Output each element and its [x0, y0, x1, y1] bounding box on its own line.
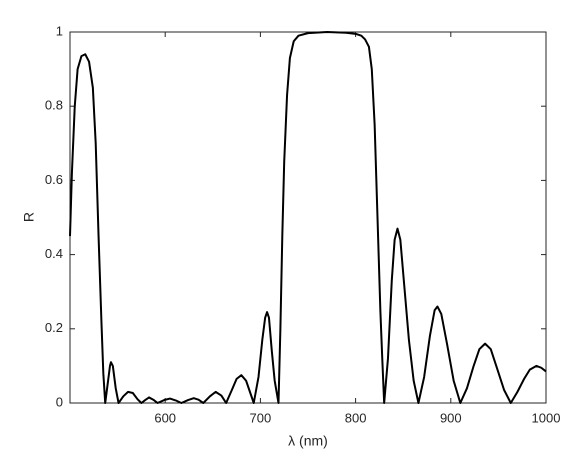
x-tick-label: 1000 — [532, 410, 561, 425]
y-tick-label: 0 — [56, 394, 63, 409]
x-axis-label: λ (nm) — [288, 433, 328, 449]
x-tick-label: 700 — [250, 410, 272, 425]
data-line — [69, 31, 547, 404]
x-tick-label: 600 — [154, 410, 176, 425]
y-tick-label: 1 — [56, 23, 63, 38]
plot-box — [69, 31, 547, 404]
x-tick-label: 800 — [345, 410, 367, 425]
y-tick-label: 0.6 — [45, 172, 63, 187]
y-tick-label: 0.8 — [45, 98, 63, 113]
y-tick-label: 0.4 — [45, 246, 63, 261]
x-tick-label: 900 — [440, 410, 462, 425]
y-axis-label: R — [21, 212, 37, 222]
y-tick-label: 0.2 — [45, 320, 63, 335]
